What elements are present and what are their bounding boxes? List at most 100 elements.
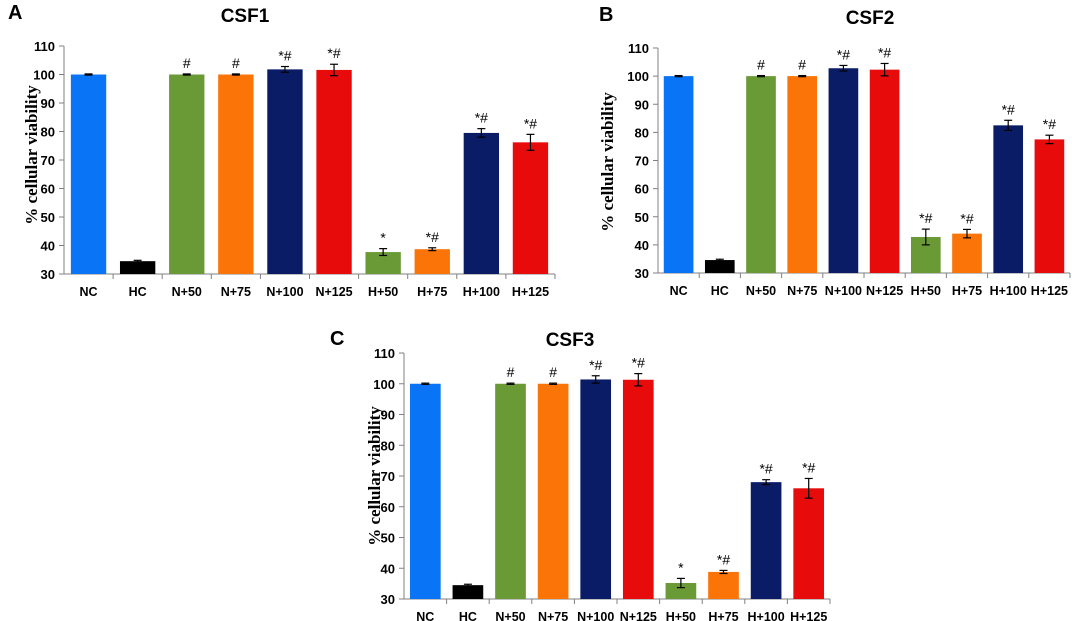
y-tick-label: 80 [41,125,55,140]
y-tick-label: 50 [381,531,395,546]
chart-title: CSF1 [220,6,270,27]
bar-chart-csf3: 30 40 50 60 70 80 90 100 110 NC HC # N+50 # N+75 *# N+10… [373,346,831,621]
significance-label: *# [426,229,439,245]
significance-label: * [678,559,684,575]
bar [495,383,526,599]
category-label: H+50 [911,284,941,298]
category-label: N+50 [495,610,525,621]
category-label: N+75 [221,285,251,299]
panel-letter: A [8,2,23,24]
y-tick-label: 90 [41,96,55,111]
bar [119,261,156,274]
category-label: H+100 [990,284,1027,298]
bar-chart-csf2: 30 40 50 60 70 80 90 100 110 NC HC # N+50 # N+75 *# N+10… [627,41,1071,298]
category-label: N+75 [787,284,817,298]
significance-label: *# [589,357,602,373]
category-label: H+75 [417,285,447,299]
category-label: N+50 [746,284,776,298]
bar [70,74,107,274]
category-label: NC [80,285,98,299]
bar [580,379,612,599]
y-tick-label: 70 [41,153,55,168]
bar [169,74,205,274]
bar [622,379,654,599]
panel-a: A CSF1 % cellular viability 30 40 50 60 70 80… [0,0,560,310]
y-tick-label: 100 [33,68,55,83]
category-label: N+125 [866,284,903,298]
significance-label: # [507,364,515,380]
category-label: HC [129,285,147,299]
bar [952,233,982,273]
significance-label: # [183,55,191,71]
y-tick-label: 30 [635,266,649,281]
y-tick-label: 100 [373,377,395,392]
significance-label: # [757,57,765,73]
bar [409,383,441,599]
y-tick-label: 80 [635,125,649,140]
y-tick-label: 30 [41,267,55,282]
bar [316,69,352,274]
y-tick-label: 110 [374,346,395,361]
significance-label: *# [278,48,291,64]
y-tick-label: 60 [381,500,395,515]
bar [746,76,776,273]
bar [1034,139,1065,273]
significance-label: # [232,55,240,71]
significance-label: *# [759,461,772,477]
y-tick-label: 50 [635,210,649,225]
panel-letter: B [599,4,614,26]
category-label: H+125 [790,610,827,621]
category-label: N+75 [538,610,568,621]
category-label: N+125 [620,610,657,621]
significance-label: # [549,364,557,380]
category-label: H+125 [1031,284,1068,298]
category-label: HC [459,610,477,621]
bar [663,76,694,273]
bar [665,583,697,599]
category-label: H+125 [512,285,549,299]
bar [365,252,401,274]
category-label: H+50 [666,610,696,621]
y-tick-label: 50 [41,210,55,225]
category-label: NC [416,610,434,621]
y-tick-label: 60 [635,182,649,197]
bar [787,76,818,273]
significance-label: # [798,57,806,73]
panel-b: B CSF2 % cellular viability 30 40 50 60 70 80… [540,0,1072,310]
bar [512,142,549,274]
chart-title: CSF3 [545,330,595,351]
y-tick-label: 40 [635,238,649,253]
bar [267,69,303,275]
significance-label: *# [327,45,340,61]
significance-label: *# [960,210,973,226]
category-label: N+125 [315,285,352,299]
bar [828,68,859,273]
category-label: H+75 [952,284,982,298]
significance-label: *# [717,551,730,567]
significance-label: *# [1002,101,1015,117]
bar [218,74,254,274]
bar [537,383,569,599]
category-label: N+100 [577,610,614,621]
category-label: N+100 [266,285,303,299]
y-tick-label: 110 [628,41,649,56]
significance-label: * [380,230,386,246]
panel-letter: C [330,328,345,350]
category-label: H+100 [463,285,500,299]
bar [463,132,500,274]
category-label: N+100 [825,284,862,298]
y-tick-label: 90 [635,97,649,112]
y-tick-label: 70 [635,154,649,169]
bar [704,260,735,273]
significance-label: *# [802,459,815,475]
significance-label: *# [475,110,488,126]
significance-label: *# [878,44,891,60]
y-tick-label: 40 [381,561,395,576]
bar [793,488,825,599]
y-tick-label: 110 [34,39,55,54]
bar-chart-csf1: 30 40 50 60 70 80 90 100 110 NC HC # N+50 # N+75 *# N+10… [33,39,556,299]
y-tick-label: 60 [41,182,55,197]
category-label: HC [711,284,729,298]
panel-c: C CSF3 % cellular viability 30 40 50 60 70 80… [300,318,860,621]
bar [993,125,1024,273]
